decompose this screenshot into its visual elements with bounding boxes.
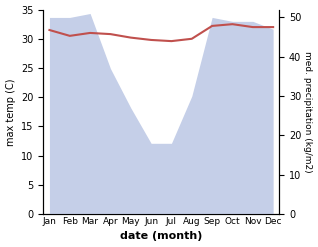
Y-axis label: med. precipitation (kg/m2): med. precipitation (kg/m2): [303, 51, 313, 173]
Y-axis label: max temp (C): max temp (C): [5, 78, 16, 145]
X-axis label: date (month): date (month): [120, 231, 203, 242]
